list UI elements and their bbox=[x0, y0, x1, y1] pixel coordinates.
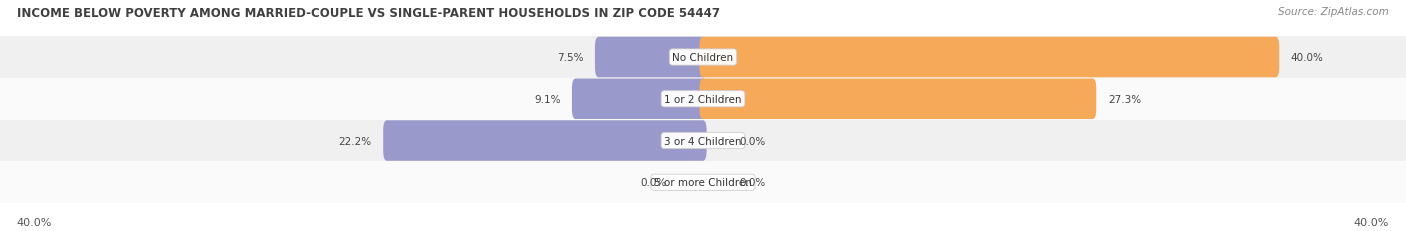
Text: 22.2%: 22.2% bbox=[339, 136, 371, 146]
Text: 27.3%: 27.3% bbox=[1108, 94, 1140, 104]
Text: 40.0%: 40.0% bbox=[1354, 217, 1389, 227]
Text: 1 or 2 Children: 1 or 2 Children bbox=[664, 94, 742, 104]
Text: 5 or more Children: 5 or more Children bbox=[654, 177, 752, 188]
FancyBboxPatch shape bbox=[384, 121, 707, 161]
Text: No Children: No Children bbox=[672, 53, 734, 63]
FancyBboxPatch shape bbox=[595, 38, 707, 78]
Bar bbox=[0, 162, 1406, 203]
FancyBboxPatch shape bbox=[572, 79, 707, 119]
Text: 0.0%: 0.0% bbox=[740, 177, 765, 188]
Text: Source: ZipAtlas.com: Source: ZipAtlas.com bbox=[1278, 7, 1389, 17]
Bar bbox=[0, 37, 1406, 79]
Bar bbox=[0, 79, 1406, 120]
Text: 0.0%: 0.0% bbox=[641, 177, 666, 188]
FancyBboxPatch shape bbox=[699, 79, 1097, 119]
Text: 7.5%: 7.5% bbox=[557, 53, 583, 63]
Bar bbox=[0, 120, 1406, 162]
FancyBboxPatch shape bbox=[699, 38, 1279, 78]
Text: 40.0%: 40.0% bbox=[1291, 53, 1323, 63]
Text: 9.1%: 9.1% bbox=[534, 94, 561, 104]
Text: 3 or 4 Children: 3 or 4 Children bbox=[664, 136, 742, 146]
Text: 0.0%: 0.0% bbox=[740, 136, 765, 146]
Text: INCOME BELOW POVERTY AMONG MARRIED-COUPLE VS SINGLE-PARENT HOUSEHOLDS IN ZIP COD: INCOME BELOW POVERTY AMONG MARRIED-COUPL… bbox=[17, 7, 720, 20]
Text: 40.0%: 40.0% bbox=[17, 217, 52, 227]
